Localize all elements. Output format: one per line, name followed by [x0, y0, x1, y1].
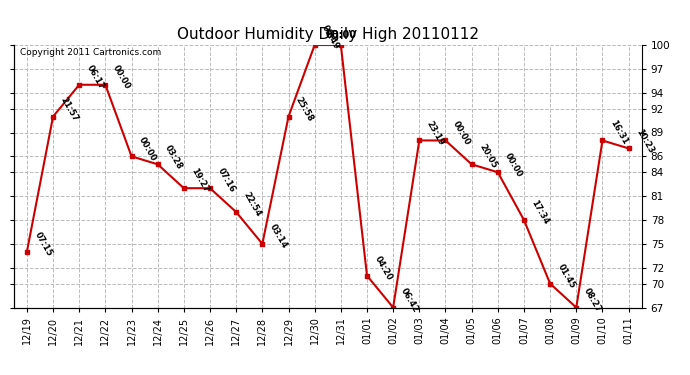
Text: 08:27: 08:27	[582, 286, 603, 314]
Text: 06:17: 06:17	[85, 63, 106, 91]
Text: Copyright 2011 Cartronics.com: Copyright 2011 Cartronics.com	[20, 48, 161, 57]
Text: 00:00: 00:00	[111, 64, 132, 91]
Text: 20:05: 20:05	[477, 143, 498, 171]
Text: 17:34: 17:34	[529, 199, 551, 226]
Text: 03:14: 03:14	[268, 222, 289, 250]
Text: 07:16: 07:16	[215, 167, 237, 194]
Text: 21:57: 21:57	[59, 95, 80, 123]
Text: 03:28: 03:28	[164, 143, 184, 171]
Text: 00:00: 00:00	[451, 119, 472, 147]
Text: 07:15: 07:15	[32, 230, 54, 258]
Title: Outdoor Humidity Daily High 20110112: Outdoor Humidity Daily High 20110112	[177, 27, 479, 42]
Text: 01:45: 01:45	[555, 262, 577, 290]
Text: 09:49: 09:49	[320, 24, 342, 51]
Text: 00:00: 00:00	[504, 151, 524, 178]
Text: 23:19: 23:19	[425, 119, 446, 147]
Text: 16:31: 16:31	[608, 119, 629, 147]
Text: 00:00: 00:00	[137, 135, 158, 162]
Text: 10:23: 10:23	[634, 127, 656, 154]
Text: 06:42: 06:42	[399, 286, 420, 314]
Text: 25:58: 25:58	[294, 95, 315, 123]
Text: 04:20: 04:20	[373, 254, 394, 282]
Text: 00:00: 00:00	[325, 30, 356, 40]
Text: 19:27: 19:27	[190, 167, 210, 194]
Text: 22:54: 22:54	[241, 190, 263, 218]
